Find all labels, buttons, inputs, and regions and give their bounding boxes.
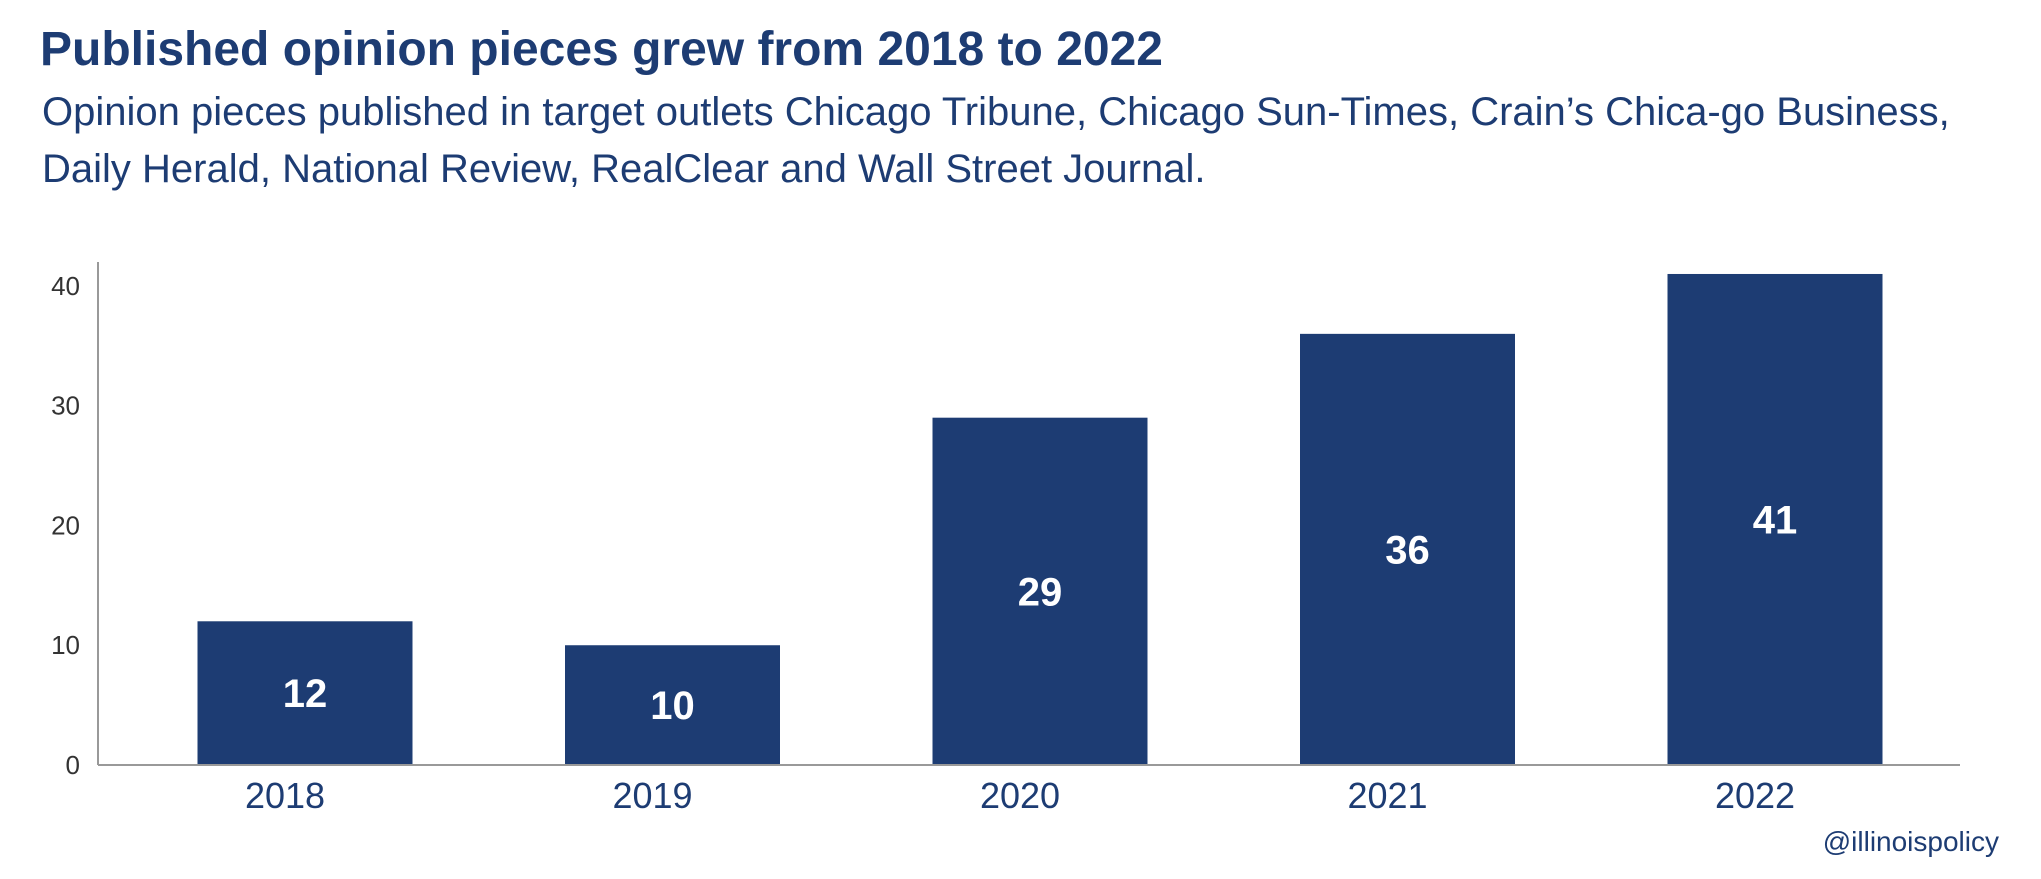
bar xyxy=(197,621,413,765)
bars xyxy=(197,273,1883,765)
data-label: 41 xyxy=(1753,498,1798,542)
data-label: 29 xyxy=(1018,570,1063,614)
source-credit: @illinoispolicy xyxy=(1822,826,1999,857)
y-tick-label: 0 xyxy=(66,750,80,780)
data-labels: 12 10 29 36 41 xyxy=(283,498,1798,728)
bar xyxy=(1667,273,1883,765)
x-axis-ticks: 2018 2019 2020 2021 2022 xyxy=(245,775,1795,816)
bar xyxy=(1300,333,1515,765)
y-tick-label: 20 xyxy=(51,510,80,540)
chart-title: Published opinion pieces grew from 2018 … xyxy=(40,23,1163,76)
y-axis-ticks: 0 10 20 30 40 xyxy=(51,271,80,780)
bar xyxy=(565,645,780,765)
x-tick-label: 2022 xyxy=(1715,775,1795,816)
y-tick-label: 30 xyxy=(51,391,80,421)
x-tick-label: 2021 xyxy=(1347,775,1427,816)
data-label: 12 xyxy=(283,672,328,716)
bar xyxy=(932,417,1148,765)
data-label: 36 xyxy=(1385,528,1430,572)
y-tick-label: 40 xyxy=(51,271,80,301)
x-tick-label: 2018 xyxy=(245,775,325,816)
data-label: 10 xyxy=(650,684,695,728)
chart-subtitle: Opinion pieces published in target outle… xyxy=(42,90,1950,191)
y-tick-label: 10 xyxy=(51,630,80,660)
x-tick-label: 2019 xyxy=(612,775,692,816)
x-tick-label: 2020 xyxy=(980,775,1060,816)
